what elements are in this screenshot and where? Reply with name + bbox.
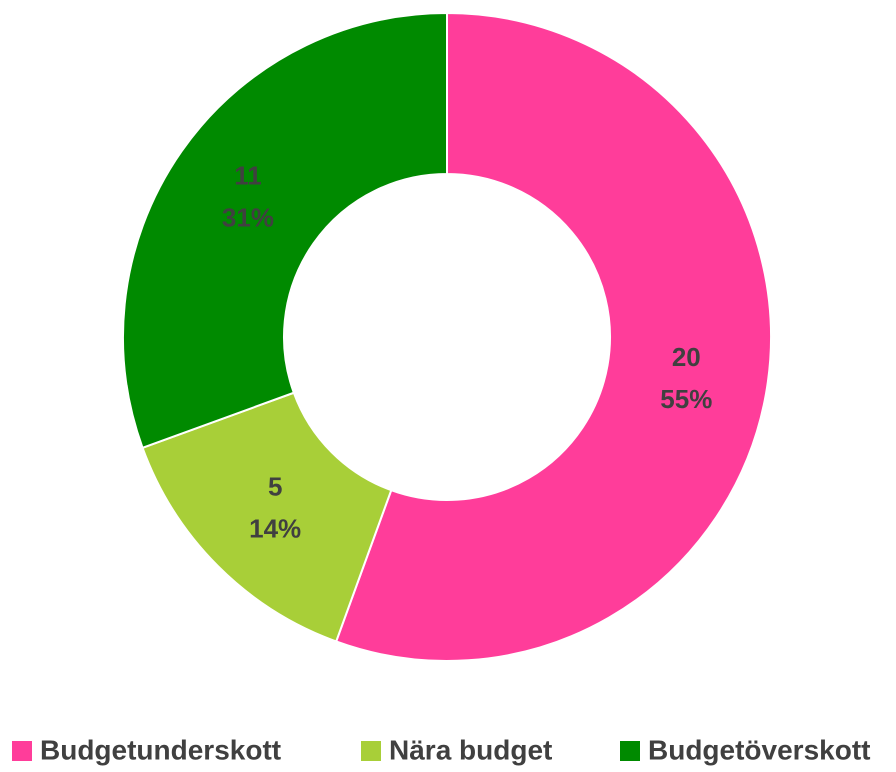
percent-label: 55%: [660, 384, 712, 414]
donut-slice: [141, 391, 393, 643]
donut-slice: [334, 11, 772, 662]
percent-label: 31%: [222, 202, 274, 232]
data-label: 5: [268, 472, 282, 502]
legend-label: Nära budget: [389, 734, 552, 765]
data-label: 11: [234, 160, 262, 190]
donut-slice: [122, 11, 448, 450]
data-label: 20: [672, 342, 701, 372]
legend-swatch: [12, 741, 32, 761]
legend-swatch: [620, 741, 640, 761]
percent-label: 14%: [249, 514, 301, 544]
legend-swatch: [361, 741, 381, 761]
legend-label: Budgetöverskott: [648, 734, 870, 765]
legend-label: Budgetunderskott: [40, 734, 281, 765]
